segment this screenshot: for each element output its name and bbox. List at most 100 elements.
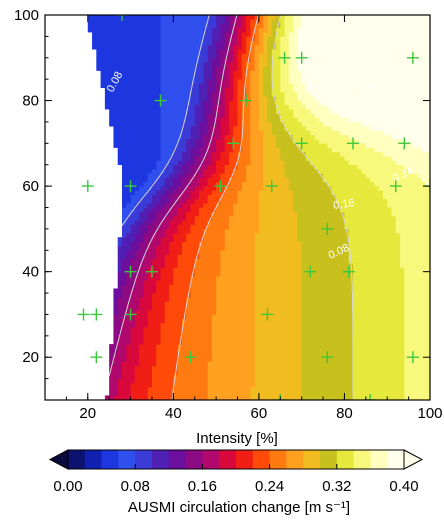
field-cell xyxy=(224,305,230,311)
field-cell xyxy=(199,305,204,311)
field-cell xyxy=(335,198,341,204)
field-cell xyxy=(404,361,410,367)
field-cell xyxy=(425,249,430,255)
field-cell xyxy=(233,198,239,204)
field-cell xyxy=(378,194,384,200)
field-cell xyxy=(113,335,119,341)
field-cell xyxy=(246,224,251,230)
field-cell xyxy=(357,220,363,225)
field-cell xyxy=(151,361,157,367)
field-cell xyxy=(233,297,239,302)
field-cell xyxy=(318,134,324,140)
field-cell xyxy=(318,335,324,341)
field-cell xyxy=(177,185,183,191)
field-cell xyxy=(233,207,239,213)
field-cell xyxy=(271,279,277,285)
field-cell xyxy=(382,185,388,191)
field-cell xyxy=(331,172,337,178)
field-cell xyxy=(425,130,430,136)
field-cell xyxy=(378,134,384,140)
field-cell xyxy=(395,138,401,144)
field-cell xyxy=(417,143,423,148)
field-cell xyxy=(117,245,123,251)
field-cell xyxy=(169,151,174,157)
field-cell xyxy=(293,395,298,400)
field-cell xyxy=(335,211,341,217)
field-cell xyxy=(276,344,281,349)
field-cell xyxy=(143,160,149,166)
field-cell xyxy=(186,258,192,264)
field-cell xyxy=(220,228,226,234)
field-cell xyxy=(417,305,423,311)
field-cell xyxy=(310,108,316,114)
field-cell xyxy=(297,314,303,320)
field-cell xyxy=(156,113,162,118)
field-cell xyxy=(417,378,423,384)
field-cell xyxy=(404,164,410,170)
field-cell xyxy=(220,314,226,320)
field-cell xyxy=(190,130,196,136)
field-cell xyxy=(241,365,247,371)
field-cell xyxy=(267,331,273,337)
field-cell xyxy=(233,185,239,191)
field-cell xyxy=(310,194,316,200)
field-cell xyxy=(374,309,380,315)
field-cell xyxy=(199,202,204,208)
field-cell xyxy=(177,301,183,307)
field-cell xyxy=(276,232,281,238)
field-cell xyxy=(284,177,290,183)
field-cell xyxy=(130,198,136,204)
field-cell xyxy=(186,121,192,127)
field-cell xyxy=(382,301,388,307)
field-cell xyxy=(126,164,132,170)
field-cell xyxy=(404,168,410,174)
field-cell xyxy=(160,254,166,260)
field-cell xyxy=(335,318,341,324)
field-cell xyxy=(126,215,132,221)
field-cell xyxy=(151,322,157,328)
field-cell xyxy=(233,245,239,251)
field-cell xyxy=(335,151,341,157)
field-cell xyxy=(412,335,418,341)
field-cell xyxy=(387,168,393,174)
field-cell xyxy=(382,318,388,324)
field-cell xyxy=(194,322,200,328)
field-cell xyxy=(276,275,281,281)
field-cell xyxy=(224,134,230,140)
field-cell xyxy=(134,369,140,375)
field-cell xyxy=(143,284,149,290)
field-cell xyxy=(228,211,234,217)
field-cell xyxy=(404,249,410,255)
field-cell xyxy=(387,113,393,118)
field-cell xyxy=(134,301,140,307)
field-cell xyxy=(327,249,333,255)
field-cell xyxy=(412,108,418,114)
field-cell xyxy=(284,232,290,238)
field-cell xyxy=(164,232,170,238)
field-cell xyxy=(263,386,269,392)
field-cell xyxy=(220,185,226,191)
field-cell xyxy=(400,224,405,230)
field-cell xyxy=(258,117,264,123)
field-cell xyxy=(211,267,217,272)
field-cell xyxy=(139,130,144,136)
field-cell xyxy=(254,275,260,281)
field-cell xyxy=(143,322,149,328)
field-cell xyxy=(323,348,328,354)
field-cell xyxy=(280,172,286,178)
field-cell xyxy=(190,378,196,384)
field-cell xyxy=(147,305,153,311)
field-cell xyxy=(250,220,256,225)
field-cell xyxy=(237,322,243,328)
field-cell xyxy=(181,356,187,362)
field-cell xyxy=(361,202,367,208)
field-cell xyxy=(233,172,239,178)
field-cell xyxy=(305,249,311,255)
field-cell xyxy=(314,108,320,114)
field-cell xyxy=(288,190,294,195)
field-cell xyxy=(147,356,153,362)
field-cell xyxy=(147,254,153,260)
field-cell xyxy=(305,108,311,114)
field-cell xyxy=(293,117,298,123)
field-cell xyxy=(353,297,358,302)
